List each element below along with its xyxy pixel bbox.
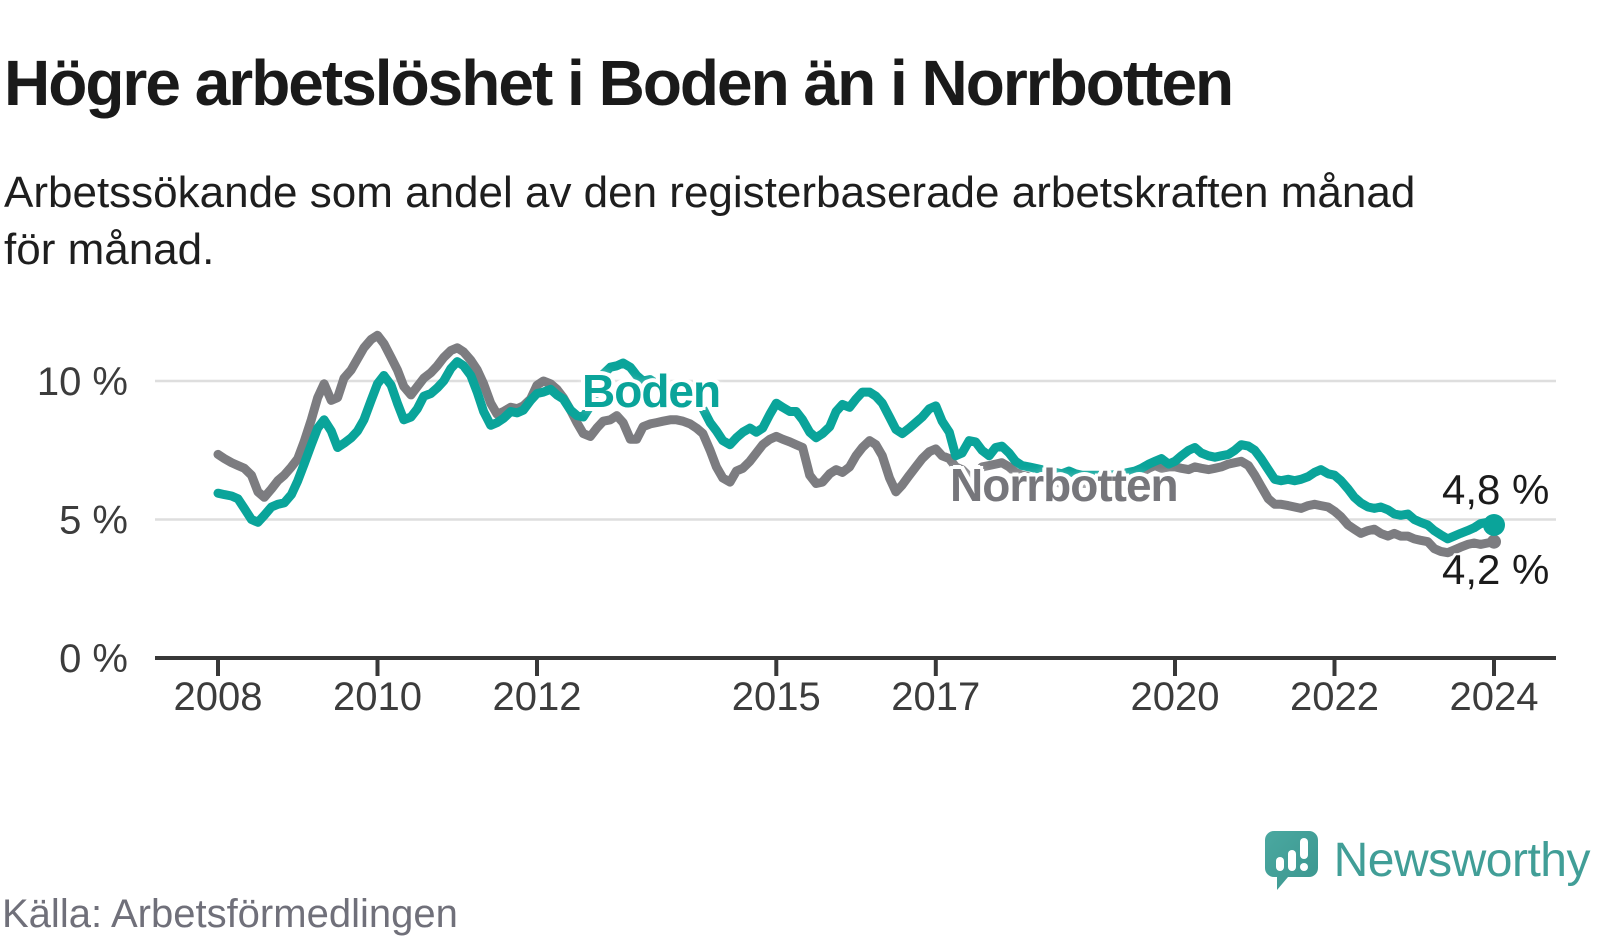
unemployment-line-chart: 2008 2010 2012 2015 2017 2020 2022 2024 0 % 5 % 10…: [37, 330, 1556, 719]
page-subtitle: Arbetssökande som andel av den registerb…: [4, 168, 1416, 275]
x-axis-tick-label-2010: 2010: [333, 675, 422, 719]
norrbotten-line: [213, 330, 1499, 558]
x-axis-tick-label-2020: 2020: [1131, 675, 1220, 719]
y-axis-tick-label-10pct: 10 %: [37, 360, 128, 404]
boden-line: [213, 357, 1499, 544]
series-label-norrbotten: Norrbotten: [950, 459, 1179, 511]
boden-end-dot: [1483, 514, 1505, 536]
x-axis-tick-label-2015: 2015: [732, 675, 821, 719]
source-text: Källa: Arbetsförmedlingen: [2, 892, 458, 936]
series-label-boden: Boden: [582, 365, 721, 417]
norrbotten-end-value-label: 4,2 %: [1442, 546, 1550, 593]
page-title: Högre arbetslöshet i Boden än i Norrbott…: [4, 46, 1234, 119]
norrbotten-end-dot: [1487, 534, 1501, 549]
newsworthy-wordmark: Newsworthy: [1333, 834, 1591, 887]
x-axis-tick-label-2012: 2012: [493, 675, 582, 719]
x-axis-tick-label-2024: 2024: [1450, 675, 1539, 719]
newsworthy-bubble-chart-icon: [1263, 830, 1320, 892]
y-axis-tick-label-5pct: 5 %: [59, 499, 128, 543]
newsworthy-logo: Newsworthy: [1263, 830, 1591, 892]
x-axis-tick-label-2022: 2022: [1290, 675, 1379, 719]
y-axis-tick-label-0pct: 0 %: [59, 637, 128, 681]
boden-end-value-label: 4,8 %: [1442, 466, 1550, 513]
x-axis-tick-label-2017: 2017: [891, 675, 980, 719]
x-axis-tick-label-2008: 2008: [174, 675, 263, 719]
